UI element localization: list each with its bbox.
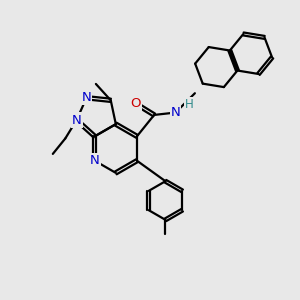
Text: H: H	[184, 98, 193, 111]
Text: O: O	[130, 97, 141, 110]
Text: N: N	[82, 91, 92, 104]
Text: N: N	[72, 113, 82, 127]
Text: N: N	[171, 106, 180, 119]
Text: N: N	[90, 154, 100, 167]
